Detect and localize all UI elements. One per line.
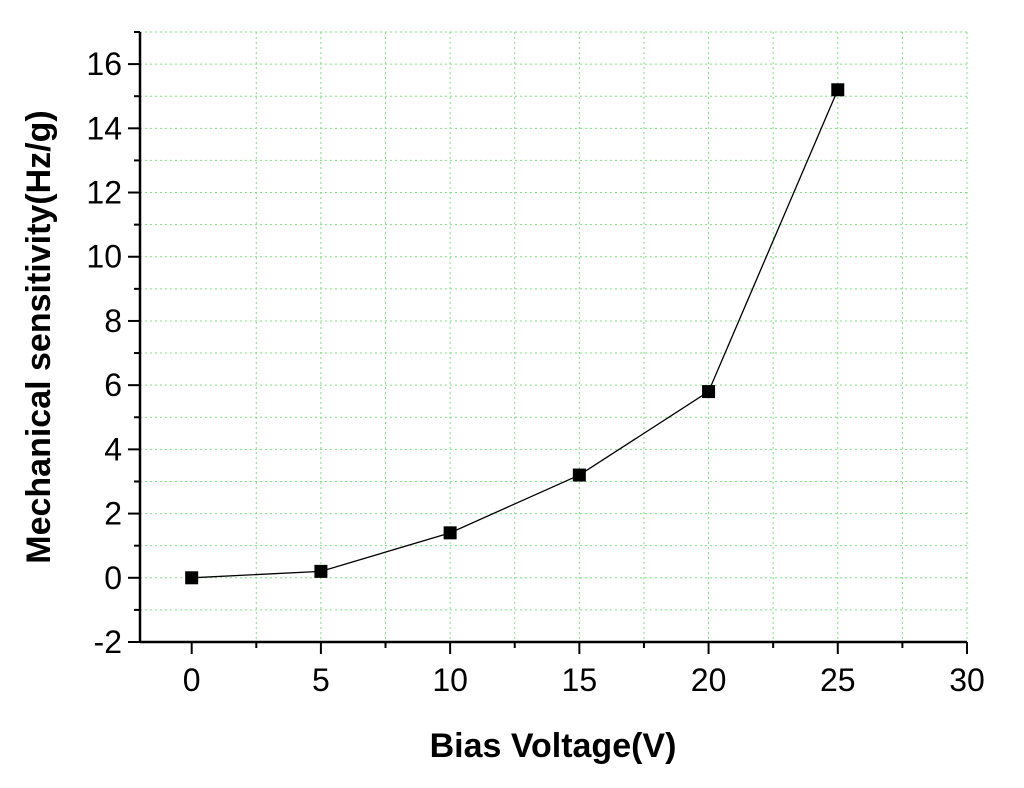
x-tick-label: 15 xyxy=(562,662,598,698)
y-tick-label: 10 xyxy=(86,239,122,275)
y-tick-label: 12 xyxy=(86,175,122,211)
series xyxy=(185,83,845,585)
y-tick-label: 4 xyxy=(104,431,122,467)
data-point xyxy=(702,385,716,399)
x-axis-title: Bias Voltage(V) xyxy=(430,727,677,765)
x-tick-label: 0 xyxy=(183,662,201,698)
grid-lines xyxy=(140,31,968,642)
y-tick-label: 0 xyxy=(104,560,122,596)
y-tick-label: 8 xyxy=(104,303,122,339)
x-tick-label: 5 xyxy=(312,662,330,698)
data-point xyxy=(185,571,199,585)
x-tick-label: 25 xyxy=(820,662,856,698)
data-point xyxy=(314,564,328,578)
data-point xyxy=(831,83,845,97)
axes xyxy=(138,32,967,644)
y-tick-label: 14 xyxy=(86,110,122,146)
data-point xyxy=(572,468,586,482)
y-tick-label: -2 xyxy=(94,624,122,660)
series-line xyxy=(191,89,839,579)
y-tick-label: 2 xyxy=(104,496,122,532)
y-tick-label: 6 xyxy=(104,367,122,403)
x-tick-label: 10 xyxy=(432,662,468,698)
x-tick-label: 30 xyxy=(949,662,985,698)
ticks xyxy=(128,31,968,654)
x-tick-label: 20 xyxy=(691,662,727,698)
tick-labels: 0 5 10 15 20 25 30 -2 0 2 4 6 8 10 12 14 16 xyxy=(86,46,984,698)
y-tick-label: 16 xyxy=(86,46,122,82)
data-point xyxy=(443,526,457,540)
y-axis-title: Mechanical sensitivity(Hz/g) xyxy=(20,110,58,563)
